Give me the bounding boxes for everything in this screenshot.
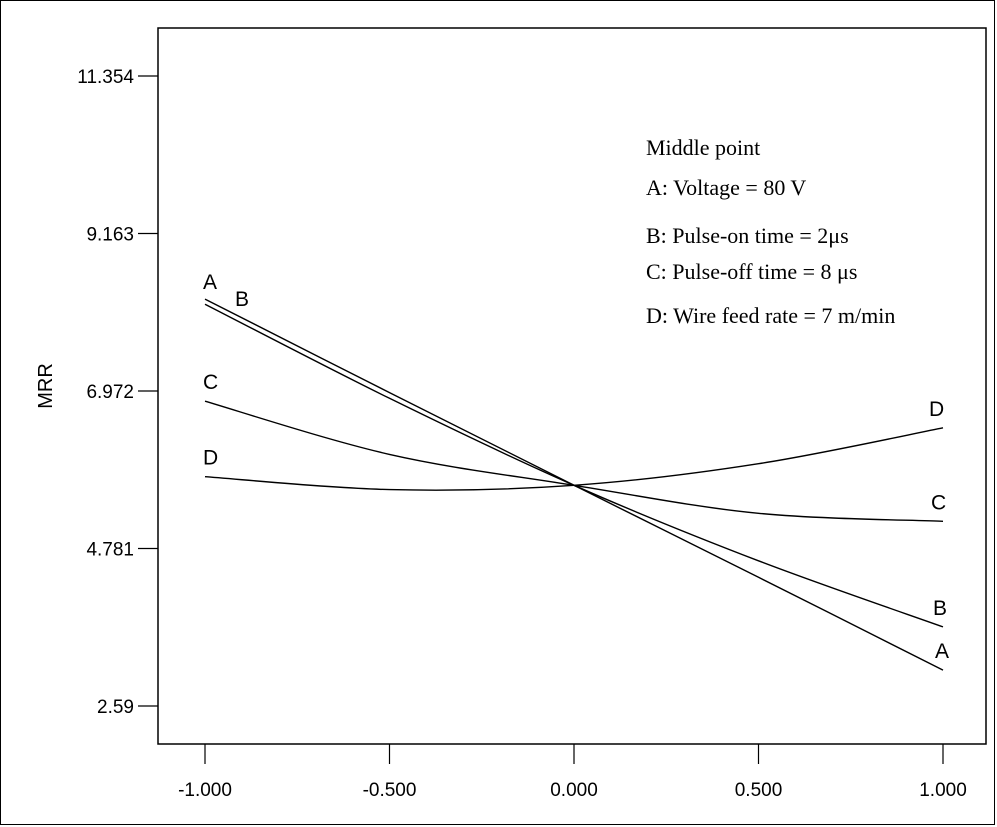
- y-axis: 2.59 4.781 6.972 9.163 11.354: [77, 67, 158, 718]
- x-tick-label: -1.000: [178, 780, 232, 801]
- x-tick-label: 0.000: [550, 780, 598, 801]
- series-label-right-c: C: [931, 491, 946, 514]
- legend-entry-c: C: Pulse-off time = 8 μs: [646, 259, 857, 284]
- series-label-right-b: B: [933, 597, 947, 620]
- series-label-left-a: A: [203, 271, 217, 294]
- legend-title: Middle point: [646, 135, 760, 160]
- legend-entry-d: D: Wire feed rate = 7 m/min: [646, 303, 895, 328]
- plot-area: 2.59 4.781 6.972 9.163 11.354 -1.000 -0.500 0.…: [77, 27, 987, 801]
- x-axis: -1.000 -0.500 0.000 0.500 1.000: [178, 744, 967, 801]
- series-label-left-c: C: [203, 371, 218, 394]
- plot-box: [157, 27, 987, 745]
- series-label-left-b: B: [235, 288, 249, 311]
- y-axis-title: MRR: [35, 363, 57, 409]
- series-line-b: [204, 303, 944, 628]
- series-label-right-a: A: [935, 640, 949, 663]
- legend-entry-b: B: Pulse-on time = 2μs: [646, 223, 849, 248]
- x-tick-label: 0.500: [735, 780, 783, 801]
- x-tick-label: -0.500: [363, 780, 417, 801]
- y-tick-label: 9.163: [86, 225, 134, 246]
- y-tick-label: 6.972: [86, 382, 134, 403]
- x-tick-label: 1.000: [919, 780, 967, 801]
- legend-entry-a: A: Voltage = 80 V: [646, 175, 806, 200]
- y-tick-label: 4.781: [86, 540, 134, 561]
- series-label-left-d: D: [203, 447, 218, 470]
- series-line-d: [204, 427, 944, 491]
- legend: Middle point A: Voltage = 80 V B: Pulse-…: [646, 135, 895, 328]
- y-tick-label: 2.59: [97, 697, 134, 718]
- series-label-right-d: D: [929, 398, 944, 421]
- y-tick-label: 11.354: [77, 67, 134, 88]
- series-line-c: [204, 400, 944, 522]
- series-lines: [204, 298, 944, 671]
